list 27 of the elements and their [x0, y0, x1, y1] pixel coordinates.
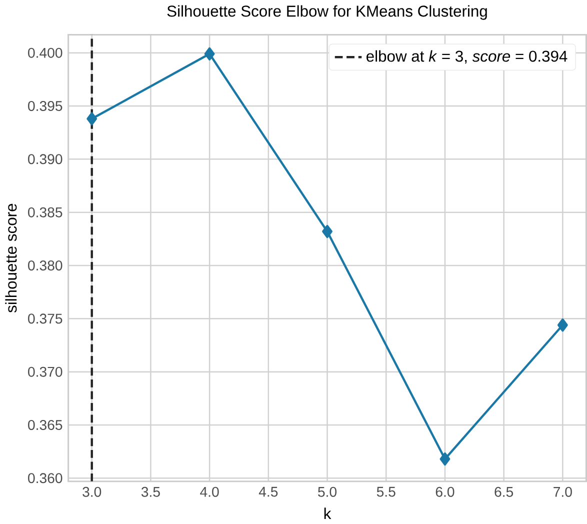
x-tick-label: 6.5 — [494, 486, 514, 497]
x-tick-label: 3.0 — [82, 486, 102, 497]
point — [86, 112, 98, 126]
y-tick-label: 0.365 — [28, 420, 62, 430]
y-tick-label: 0.380 — [28, 260, 62, 270]
y-tick-label: 0.375 — [28, 314, 62, 324]
y-tick-label: 0.390 — [28, 154, 62, 164]
point — [322, 224, 332, 238]
y-axis-title: silhouette score — [5, 204, 17, 312]
x-tick-label: 3.5 — [141, 486, 160, 497]
x-tick-label: 5.5 — [376, 486, 396, 497]
point — [557, 318, 568, 332]
y-tick-label: 0.385 — [28, 207, 62, 218]
y-tick-label: 0.395 — [28, 100, 62, 111]
ref-line-label: elbow at k = 3, score = 0.394 — [366, 50, 568, 64]
x-axis-title: k — [324, 508, 332, 519]
chart-title: Silhouette Score Elbow for KMeans Clustering — [167, 5, 487, 20]
x-tick-label: 5.0 — [318, 486, 337, 497]
x-tick-label: 4.5 — [258, 486, 278, 497]
x-tick-label: 6.0 — [436, 486, 454, 497]
y-tick-label: 0.360 — [28, 473, 62, 484]
y-tick-label: 0.400 — [28, 48, 62, 58]
x-tick-label: 7.0 — [554, 486, 572, 497]
point — [440, 452, 450, 466]
point — [204, 47, 215, 60]
y-tick-label: 0.370 — [28, 366, 62, 377]
x-tick-label: 4.0 — [200, 486, 219, 497]
